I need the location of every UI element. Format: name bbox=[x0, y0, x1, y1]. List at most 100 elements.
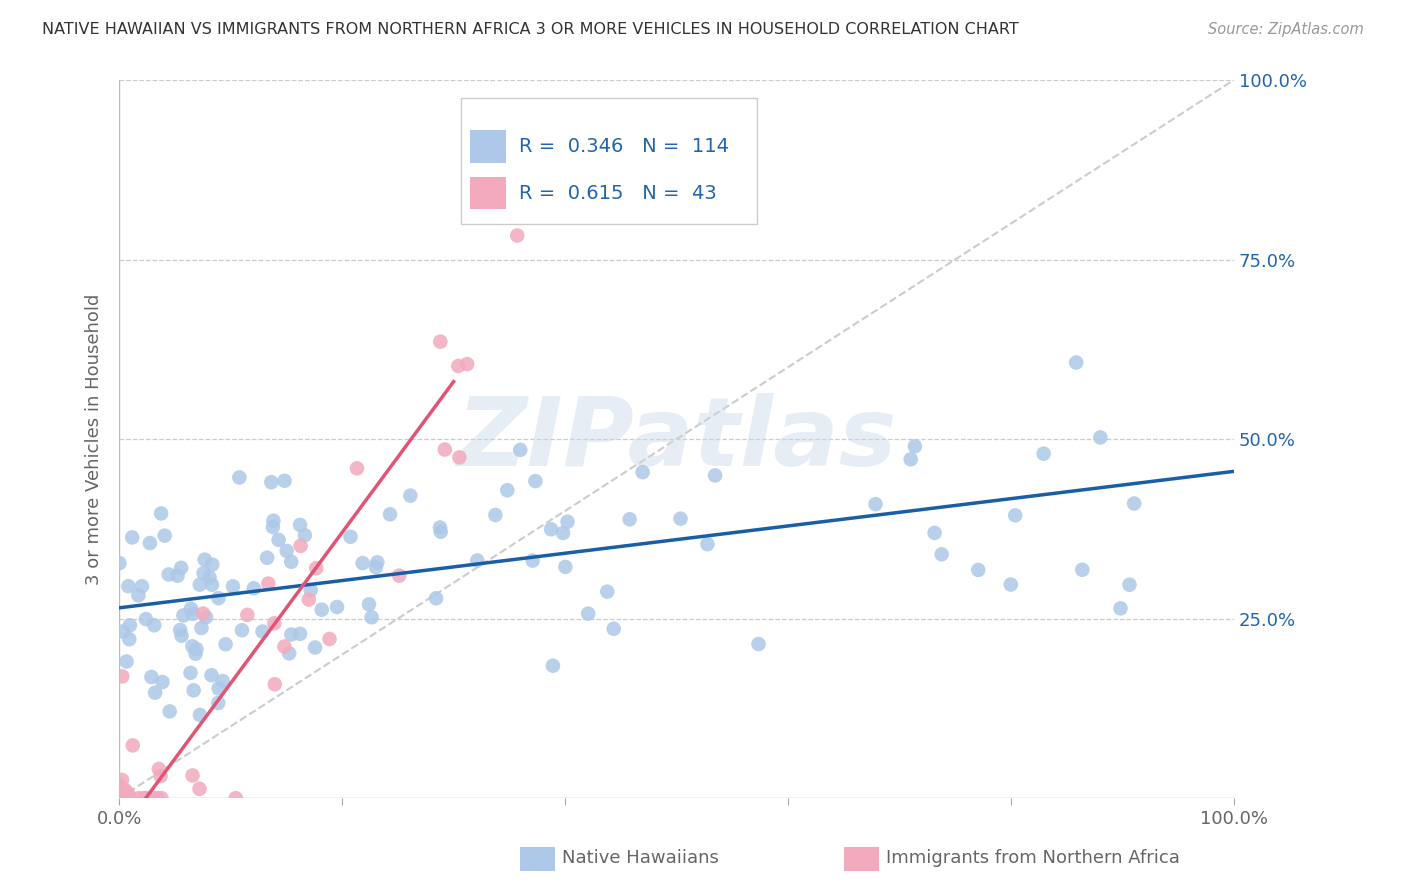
Point bbox=[231, 624, 253, 638]
Point bbox=[278, 646, 301, 660]
Point bbox=[425, 591, 447, 606]
Point bbox=[169, 623, 191, 637]
Point bbox=[214, 637, 236, 651]
Point bbox=[159, 704, 181, 718]
Point bbox=[554, 559, 576, 574]
Point bbox=[524, 474, 547, 488]
Point bbox=[222, 579, 245, 593]
Point bbox=[522, 553, 544, 567]
FancyBboxPatch shape bbox=[461, 98, 756, 224]
Point bbox=[288, 517, 311, 532]
Point bbox=[304, 640, 326, 655]
Point bbox=[118, 632, 141, 647]
Point bbox=[364, 560, 387, 574]
Point bbox=[429, 334, 451, 349]
Point bbox=[288, 627, 311, 641]
Point bbox=[115, 655, 138, 669]
Point bbox=[540, 522, 562, 536]
Point bbox=[149, 769, 172, 783]
Point bbox=[262, 514, 284, 528]
FancyBboxPatch shape bbox=[471, 130, 506, 162]
Point bbox=[172, 608, 194, 623]
Point bbox=[128, 791, 150, 805]
Text: Immigrants from Northern Africa: Immigrants from Northern Africa bbox=[886, 849, 1180, 867]
Point bbox=[211, 674, 233, 689]
Point bbox=[262, 520, 284, 534]
Point bbox=[360, 610, 382, 624]
Point bbox=[967, 563, 990, 577]
Point bbox=[139, 536, 162, 550]
Point bbox=[1118, 578, 1140, 592]
Point bbox=[118, 791, 141, 805]
Point bbox=[904, 439, 927, 453]
Point bbox=[111, 791, 134, 805]
Point bbox=[305, 561, 328, 575]
Point bbox=[108, 779, 131, 793]
Point bbox=[111, 624, 134, 639]
Point bbox=[631, 465, 654, 479]
Point bbox=[747, 637, 769, 651]
Point bbox=[276, 544, 298, 558]
Point bbox=[557, 515, 579, 529]
Point bbox=[194, 552, 217, 566]
Point bbox=[131, 579, 153, 593]
Point bbox=[121, 530, 143, 544]
Point bbox=[399, 489, 422, 503]
Point bbox=[170, 561, 193, 575]
Point bbox=[506, 228, 529, 243]
Point bbox=[252, 624, 274, 639]
Point bbox=[117, 791, 139, 805]
Point bbox=[447, 359, 470, 373]
Point bbox=[551, 526, 574, 541]
Point bbox=[449, 450, 471, 465]
Point bbox=[352, 556, 374, 570]
Point bbox=[1000, 577, 1022, 591]
Point bbox=[150, 507, 173, 521]
Point bbox=[143, 791, 166, 805]
Point bbox=[433, 442, 456, 457]
Point bbox=[148, 762, 170, 776]
Point bbox=[208, 681, 231, 696]
Point bbox=[541, 658, 564, 673]
FancyBboxPatch shape bbox=[471, 177, 506, 210]
Point bbox=[257, 576, 280, 591]
Point bbox=[236, 607, 259, 622]
Point bbox=[311, 603, 333, 617]
Point bbox=[166, 568, 188, 582]
Point bbox=[118, 791, 141, 805]
Point bbox=[183, 683, 205, 698]
Point bbox=[326, 599, 349, 614]
Point bbox=[111, 791, 134, 805]
Point bbox=[1071, 563, 1094, 577]
Point bbox=[170, 629, 193, 643]
Point bbox=[181, 607, 204, 621]
Point bbox=[429, 524, 451, 539]
Point bbox=[200, 668, 222, 682]
Point bbox=[280, 555, 302, 569]
Point bbox=[357, 597, 380, 611]
Point bbox=[150, 791, 173, 805]
Point bbox=[191, 607, 214, 621]
Point bbox=[207, 696, 229, 710]
Point bbox=[388, 568, 411, 582]
Point bbox=[602, 622, 624, 636]
Point bbox=[924, 525, 946, 540]
Point bbox=[619, 512, 641, 526]
Point bbox=[704, 468, 727, 483]
Point bbox=[509, 442, 531, 457]
Point bbox=[273, 474, 295, 488]
Point bbox=[346, 461, 368, 475]
Point bbox=[188, 577, 211, 591]
Point bbox=[429, 520, 451, 534]
Point bbox=[496, 483, 519, 498]
Point bbox=[188, 781, 211, 796]
Point bbox=[111, 669, 134, 683]
Point bbox=[280, 627, 302, 641]
Point bbox=[207, 591, 229, 606]
Point bbox=[243, 582, 266, 596]
Point bbox=[111, 772, 134, 787]
Point bbox=[114, 791, 136, 805]
Point bbox=[1109, 601, 1132, 615]
Point bbox=[298, 592, 321, 607]
Text: R =  0.346   N =  114: R = 0.346 N = 114 bbox=[519, 136, 730, 156]
